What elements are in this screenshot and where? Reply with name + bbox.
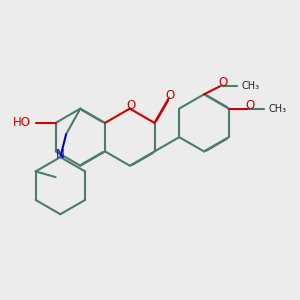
Text: HO: HO xyxy=(14,116,32,129)
Text: CH₃: CH₃ xyxy=(268,103,287,114)
Text: CH₃: CH₃ xyxy=(241,81,259,91)
Text: O: O xyxy=(166,89,175,102)
Text: N: N xyxy=(56,148,65,161)
Text: O: O xyxy=(127,99,136,112)
Text: O: O xyxy=(218,76,227,89)
Text: O: O xyxy=(245,99,255,112)
